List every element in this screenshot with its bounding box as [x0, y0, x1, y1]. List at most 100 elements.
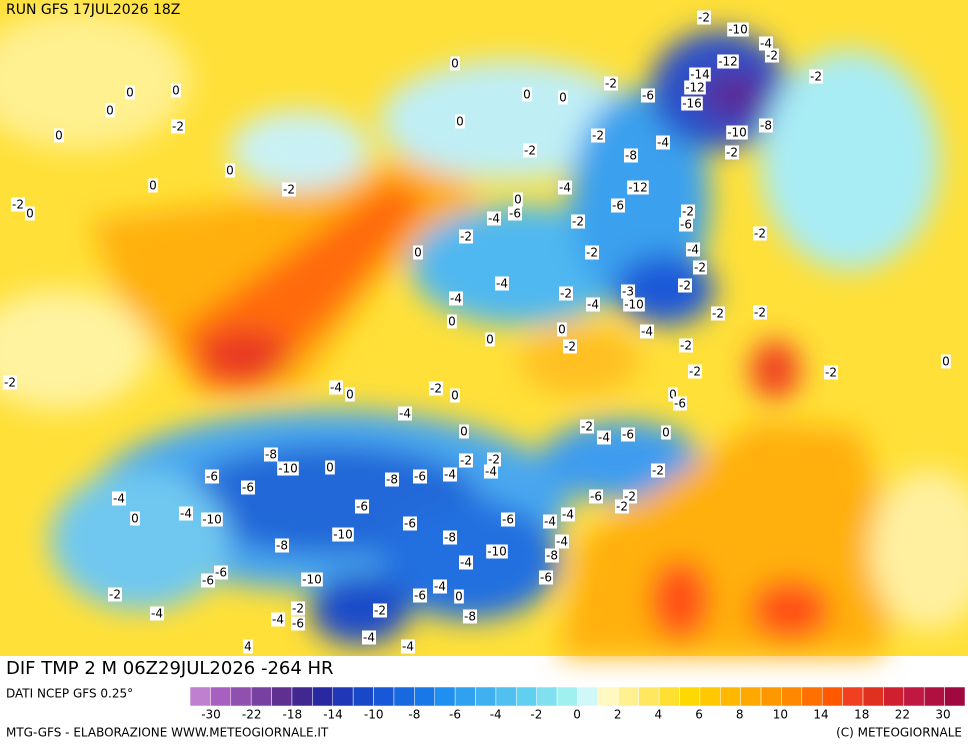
contour-label: -8: [444, 531, 456, 545]
contour-label-bg: [681, 204, 695, 219]
contour-label-bg: [501, 512, 515, 527]
contour-label: -14: [690, 68, 710, 82]
contour-label: 0: [456, 115, 464, 129]
contour-label-bg: [717, 54, 739, 69]
contour-label: -10: [278, 462, 298, 476]
contour-label-bg: [726, 125, 748, 140]
contour-label: 0: [669, 388, 677, 402]
colorbar: -30 -22 -18 -14 -10 -8 -6 -4 -2 0 2 4 6 8 10 14 18 22 30: [189, 686, 966, 722]
contour-label-bg: [689, 67, 711, 82]
contour-label: -12: [685, 81, 705, 95]
contour-label-bg: [679, 217, 693, 232]
contour-label: -10: [624, 298, 644, 312]
colorbar-swatch: [312, 686, 334, 707]
contour-label: -2: [825, 366, 837, 380]
contour-label: -2: [680, 339, 692, 353]
contour-label: -8: [265, 448, 277, 462]
contour-label-bg: [641, 88, 655, 103]
contour-label: -2: [712, 307, 724, 321]
contour-label: -4: [485, 465, 497, 479]
contour-label-bg: [130, 511, 140, 526]
colorbar-swatch: [638, 686, 660, 707]
contour-label: -4: [180, 507, 192, 521]
contour-label: 0: [942, 355, 950, 369]
colorbar-tick-label: 30: [935, 708, 950, 722]
contour-label: -2: [616, 500, 628, 514]
colorbar-tick-label: -14: [323, 708, 343, 722]
contour-label-bg: [513, 192, 523, 207]
contour-label: 0: [131, 512, 139, 526]
contour-label-bg: [401, 639, 415, 654]
contour-label: 0: [455, 590, 463, 604]
contour-label: -2: [292, 602, 304, 616]
colorbar-swatch: [454, 686, 476, 707]
colorbar-swatch: [658, 686, 680, 707]
contour-label-bg: [413, 469, 427, 484]
contour-label-bg: [522, 87, 532, 102]
contour-label: -4: [113, 492, 125, 506]
contour-label: -2: [682, 205, 694, 219]
contour-label: -2: [694, 261, 706, 275]
colorbar-tick-label: 4: [655, 708, 663, 722]
contour-label-bg: [413, 588, 427, 603]
contour-label: -2: [624, 490, 636, 504]
colorbar-tick-label: -2: [530, 708, 542, 722]
contour-label-bg: [621, 284, 635, 299]
contour-label-bg: [753, 226, 767, 241]
contour-label-bg: [450, 56, 460, 71]
contour-label: -2: [605, 77, 617, 91]
contour-label-bg: [589, 489, 603, 504]
map-title: DIF TMP 2 M 06Z29JUL2026 -264 HR: [6, 658, 334, 679]
contour-label: -2: [109, 588, 121, 602]
contour-label: -2: [586, 246, 598, 260]
colorbar-swatch: [883, 686, 905, 707]
contour-label: -4: [402, 640, 414, 654]
contour-label: -6: [622, 428, 634, 442]
contour-label: -4: [559, 181, 571, 195]
contour-label-bg: [684, 80, 706, 95]
contour-label-bg: [459, 229, 473, 244]
contour-label-bg: [413, 245, 423, 260]
colorbar-tick-label: 22: [895, 708, 910, 722]
contour-label-bg: [640, 324, 654, 339]
contour-label-bg: [623, 297, 645, 312]
contour-label: -2: [430, 382, 442, 396]
contour-label: -6: [404, 517, 416, 531]
contour-label: -2: [560, 287, 572, 301]
contour-label: -10: [487, 545, 507, 559]
contour-label: -8: [760, 119, 772, 133]
contour-label-bg: [271, 612, 285, 627]
colorbar-swatch: [679, 686, 701, 707]
colorbar-swatch: [699, 686, 721, 707]
contour-label-bg: [459, 453, 473, 468]
contour-label: 0: [451, 389, 459, 403]
contour-label-bg: [615, 499, 629, 514]
colorbar-swatch: [903, 686, 925, 707]
colorbar-tick-label: 8: [736, 708, 744, 722]
contour-label: -12: [628, 181, 648, 195]
contour-label-bg: [105, 103, 115, 118]
contour-label: -2: [460, 230, 472, 244]
contour-label: 0: [126, 86, 134, 100]
contour-label-bg: [443, 530, 457, 545]
contour-label-bg: [108, 587, 122, 602]
contour-label-bg: [627, 180, 649, 195]
contour-label: -6: [680, 218, 692, 232]
contour-label: 0: [662, 426, 670, 440]
contour-label: -4: [272, 613, 284, 627]
contour-label: -4: [330, 381, 342, 395]
contour-label-bg: [487, 452, 501, 467]
contour-label: -8: [464, 610, 476, 624]
contour-label-bg: [459, 555, 473, 570]
contour-label: -4: [556, 535, 568, 549]
colorbar-swatch: [434, 686, 456, 707]
contour-label: -4: [399, 407, 411, 421]
contour-label-bg: [591, 128, 605, 143]
contour-label-bg: [455, 114, 465, 129]
credit-label: MTG-GFS - ELABORAZIONE WWW.METEOGIORNALE…: [6, 726, 329, 740]
contour-label-bg: [508, 206, 522, 221]
contour-label-bg: [727, 22, 749, 37]
colorbar-swatch: [944, 686, 966, 707]
contour-label-bg: [179, 506, 193, 521]
contour-label: -6: [540, 571, 552, 585]
